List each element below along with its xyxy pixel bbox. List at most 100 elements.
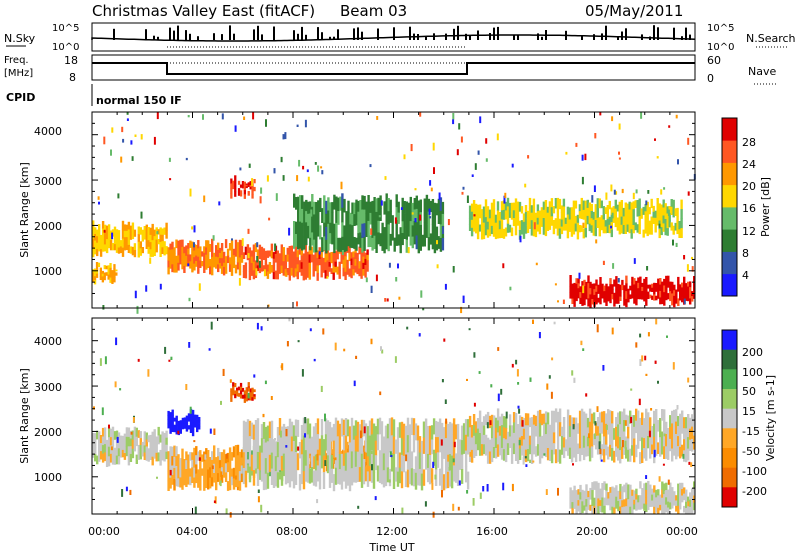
nsearch-tick-top: 10^5 <box>707 23 734 34</box>
heatmap-cell-velocity-7 <box>613 450 616 463</box>
heatmap-cell-power-6 <box>560 226 564 235</box>
heatmap-cell-velocity-6 <box>316 418 320 435</box>
scatter-point-velocity <box>114 381 117 388</box>
heatmap-cell-power-6 <box>550 198 554 208</box>
heatmap-cell-power-7 <box>623 291 626 299</box>
scatter-point-power <box>153 136 156 145</box>
heatmap-cell-velocity-0 <box>163 447 166 455</box>
scatter-point-velocity <box>260 504 263 513</box>
heatmap-cell-power-7 <box>609 296 612 304</box>
heatmap-cell-velocity-6 <box>370 450 374 467</box>
heatmap-cell-velocity-6 <box>290 421 294 437</box>
heatmap-cell-velocity-8 <box>657 495 660 502</box>
heatmap-cell-velocity-8 <box>573 497 576 504</box>
heatmap-cell-power-5 <box>439 197 443 212</box>
heatmap-cell-velocity-0 <box>139 445 142 453</box>
heatmap-cell-power-2 <box>205 240 208 248</box>
velocity-colorbar-swatch-5 <box>722 428 737 449</box>
heatmap-cell-power-0 <box>147 246 150 254</box>
heatmap-cell-velocity-7 <box>534 426 538 437</box>
scatter-point-velocity <box>247 392 250 399</box>
heatmap-cell-power-5 <box>363 195 366 210</box>
heatmap-cell-velocity-6 <box>394 467 398 482</box>
heatmap-cell-power-6 <box>488 218 492 228</box>
scatter-point-velocity <box>213 500 216 503</box>
heatmap-cell-power-4 <box>332 258 335 267</box>
heatmap-cell-velocity-6 <box>438 418 442 436</box>
heatmap-cell-power-4 <box>290 245 293 254</box>
heatmap-cell-velocity-0 <box>111 436 115 446</box>
scatter-point-power <box>134 290 137 299</box>
scatter-point-power <box>375 274 378 282</box>
heatmap-cell-power-2 <box>205 262 208 270</box>
heatmap-cell-power-6 <box>676 207 679 217</box>
heatmap-cell-power-6 <box>498 229 502 239</box>
scatter-point-power <box>658 223 661 228</box>
scatter-point-power <box>436 240 438 245</box>
heatmap-cell-power-4 <box>296 271 299 280</box>
heatmap-cell-velocity-6 <box>292 441 296 458</box>
heatmap-cell-velocity-8 <box>589 493 592 500</box>
heatmap-cell-velocity-2 <box>199 460 202 471</box>
heatmap-cell-power-5 <box>437 236 441 249</box>
heatmap-cell-velocity-7 <box>663 446 666 459</box>
scatter-point-power <box>633 258 636 264</box>
heatmap-cell-velocity-7 <box>641 437 644 451</box>
heatmap-cell-velocity-6 <box>350 468 354 486</box>
heatmap-cell-power-3 <box>234 185 237 192</box>
scatter-point-power <box>615 191 618 195</box>
scatter-point-power <box>326 276 329 279</box>
heatmap-cell-velocity-0 <box>143 445 146 453</box>
scatter-point-velocity <box>110 446 113 451</box>
heatmap-cell-power-7 <box>631 276 634 283</box>
scatter-point-velocity <box>198 457 201 461</box>
scatter-point-velocity <box>169 469 172 476</box>
scatter-point-velocity <box>543 453 546 456</box>
heatmap-cell-power-6 <box>490 202 494 211</box>
scatter-point-power <box>640 112 643 119</box>
scatter-point-velocity <box>418 333 421 337</box>
heatmap-cell-velocity-7 <box>677 446 680 457</box>
heatmap-cell-velocity-0 <box>94 440 97 448</box>
heatmap-cell-velocity-0 <box>103 435 107 445</box>
scatter-point-power <box>239 167 242 171</box>
scatter-point-velocity <box>599 454 602 460</box>
heatmap-cell-power-5 <box>375 225 378 240</box>
heatmap-cell-velocity-2 <box>205 467 208 479</box>
heatmap-cell-velocity-0 <box>103 452 107 462</box>
heatmap-cell-power-5 <box>355 212 358 226</box>
heatmap-cell-power-7 <box>605 283 608 290</box>
heatmap-cell-velocity-7 <box>659 418 662 428</box>
scatter-point-velocity <box>370 450 373 455</box>
scatter-point-power <box>185 157 188 161</box>
heatmap-cell-velocity-6 <box>448 454 452 471</box>
heatmap-cell-velocity-6 <box>388 418 392 436</box>
scatter-point-velocity <box>551 357 554 361</box>
heatmap-cell-velocity-6 <box>248 466 252 483</box>
heatmap-cell-velocity-7 <box>657 420 660 432</box>
scatter-point-velocity <box>431 482 434 490</box>
heatmap-cell-velocity-7 <box>681 410 684 423</box>
heatmap-cell-velocity-6 <box>436 421 440 438</box>
heatmap-cell-velocity-0 <box>141 441 144 450</box>
heatmap-cell-power-3 <box>239 193 243 197</box>
heatmap-cell-velocity-6 <box>272 439 276 456</box>
scatter-point-power <box>188 297 191 302</box>
heatmap-cell-velocity-2 <box>218 468 222 477</box>
heatmap-cell-velocity-8 <box>689 499 692 508</box>
heatmap-cell-velocity-6 <box>458 454 462 470</box>
scatter-point-velocity <box>137 358 140 362</box>
heatmap-cell-power-5 <box>329 222 332 234</box>
heatmap-cell-velocity-7 <box>500 436 504 449</box>
heatmap-cell-power-4 <box>314 261 317 272</box>
heatmap-cell-power-5 <box>309 213 312 226</box>
power-ytick-2000: 2000 <box>34 220 62 233</box>
heatmap-cell-power-6 <box>642 206 645 215</box>
heatmap-cell-power-0 <box>137 249 140 258</box>
heatmap-cell-power-6 <box>664 226 667 236</box>
heatmap-cell-velocity-4 <box>268 469 272 477</box>
heatmap-cell-velocity-0 <box>127 455 131 466</box>
heatmap-cell-velocity-2 <box>179 458 182 469</box>
heatmap-cell-power-7 <box>589 281 592 289</box>
scatter-point-velocity <box>286 341 289 347</box>
